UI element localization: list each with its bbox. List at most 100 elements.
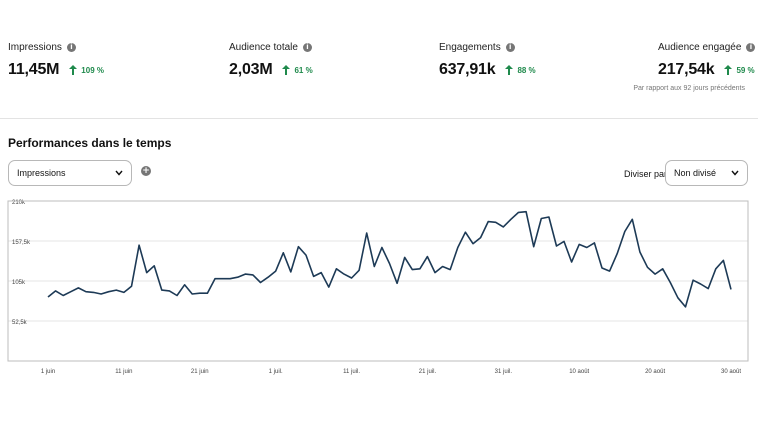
x-tick-label: 11 juin: [115, 369, 132, 375]
data-point: [61, 293, 66, 298]
data-point: [159, 288, 164, 293]
arrow-up-icon: [282, 65, 291, 75]
kpi-change-value: 88 %: [517, 65, 536, 75]
data-point: [584, 245, 589, 250]
data-point: [273, 269, 278, 274]
split-select-value: Non divisé: [674, 168, 717, 178]
data-point: [129, 284, 134, 289]
data-point: [68, 289, 73, 294]
data-point: [228, 276, 233, 281]
data-point: [433, 270, 438, 275]
data-point: [660, 266, 665, 271]
data-point: [311, 274, 316, 279]
data-point: [455, 245, 460, 250]
x-tick-label: 1 juil.: [269, 369, 283, 375]
kpi-engagements: Engagements i 637,91k 88 %: [439, 40, 536, 79]
data-point: [546, 215, 551, 220]
data-point: [205, 291, 210, 296]
x-tick-label: 30 août: [721, 369, 741, 375]
chevron-down-icon: [731, 170, 739, 176]
y-tick-label: 157,5k: [12, 240, 31, 246]
info-icon[interactable]: i: [746, 42, 756, 52]
data-point: [524, 209, 529, 214]
data-point: [683, 304, 688, 309]
kpi-audience-totale: Audience totale i 2,03M 61 %: [229, 40, 313, 79]
data-point: [144, 270, 149, 275]
data-point: [296, 244, 301, 249]
kpi-change: 109 %: [69, 65, 104, 75]
kpi-change-value: 59 %: [736, 65, 755, 75]
data-point: [607, 269, 612, 274]
info-icon[interactable]: i: [302, 42, 312, 52]
metric-select[interactable]: Impressions: [8, 160, 132, 186]
y-tick-label: 105k: [12, 280, 26, 286]
kpi-change: 59 %: [724, 65, 755, 75]
data-point: [258, 280, 263, 285]
kpi-impressions: Impressions i 11,45M 109 %: [8, 40, 104, 79]
kpi-change-value: 61 %: [294, 65, 313, 75]
kpi-value: 11,45M: [8, 61, 60, 78]
data-point: [713, 266, 718, 271]
data-point: [372, 264, 377, 269]
data-point: [501, 224, 506, 229]
split-select[interactable]: Non divisé: [665, 160, 748, 186]
data-point: [493, 220, 498, 225]
split-label: Diviser par: [624, 169, 668, 179]
data-point: [197, 291, 202, 296]
data-point: [508, 217, 513, 222]
data-point: [531, 244, 536, 249]
data-point: [675, 295, 680, 300]
data-point: [440, 264, 445, 269]
arrow-up-icon: [69, 65, 78, 75]
data-point: [319, 270, 324, 275]
data-point: [99, 291, 104, 296]
data-point: [668, 280, 673, 285]
data-point: [402, 255, 407, 260]
data-point: [266, 275, 271, 280]
add-metric-icon[interactable]: +: [141, 166, 151, 176]
data-point: [577, 242, 582, 247]
data-point: [243, 272, 248, 277]
info-icon[interactable]: i: [505, 42, 515, 52]
data-point: [721, 258, 726, 263]
data-point: [486, 219, 491, 224]
comparison-note: Par rapport aux 92 jours précédents: [633, 85, 745, 92]
data-point: [539, 216, 544, 221]
info-icon[interactable]: i: [66, 42, 76, 52]
data-point: [478, 235, 483, 240]
data-point: [114, 288, 119, 293]
impressions-series-line: [47, 210, 732, 308]
data-point: [137, 243, 142, 248]
kpi-change: 61 %: [282, 65, 313, 75]
data-point: [121, 290, 126, 295]
y-tick-label: 210k: [12, 200, 26, 206]
data-point: [106, 289, 111, 294]
impressions-line-chart: 52,5k 105k 157,5k 210k 1 juin 11 juin 21 juin 1…: [7, 200, 749, 375]
data-point: [562, 239, 567, 244]
data-point: [175, 293, 180, 298]
data-point: [288, 269, 293, 274]
kpi-value: 2,03M: [229, 61, 273, 78]
metric-select-value: Impressions: [17, 168, 66, 178]
data-point: [235, 275, 240, 280]
data-point: [250, 272, 255, 277]
kpi-audience-engagee: Audience engagée i 217,54k 59 %: [658, 40, 756, 79]
kpi-label: Audience engagée: [658, 41, 742, 53]
data-point: [615, 251, 620, 256]
data-point: [167, 288, 172, 293]
chevron-down-icon: [115, 170, 123, 176]
data-point: [46, 295, 51, 300]
data-point: [653, 272, 658, 277]
data-point: [463, 230, 468, 235]
x-tick-label: 20 août: [645, 369, 665, 375]
kpi-value: 637,91k: [439, 61, 496, 78]
x-tick-label: 31 juil.: [495, 369, 513, 375]
data-point: [379, 245, 384, 250]
data-point: [349, 275, 354, 280]
data-point: [83, 289, 88, 294]
data-point: [729, 287, 734, 292]
arrow-up-icon: [724, 65, 733, 75]
data-point: [341, 272, 346, 277]
data-point: [190, 291, 195, 296]
data-point: [599, 266, 604, 271]
